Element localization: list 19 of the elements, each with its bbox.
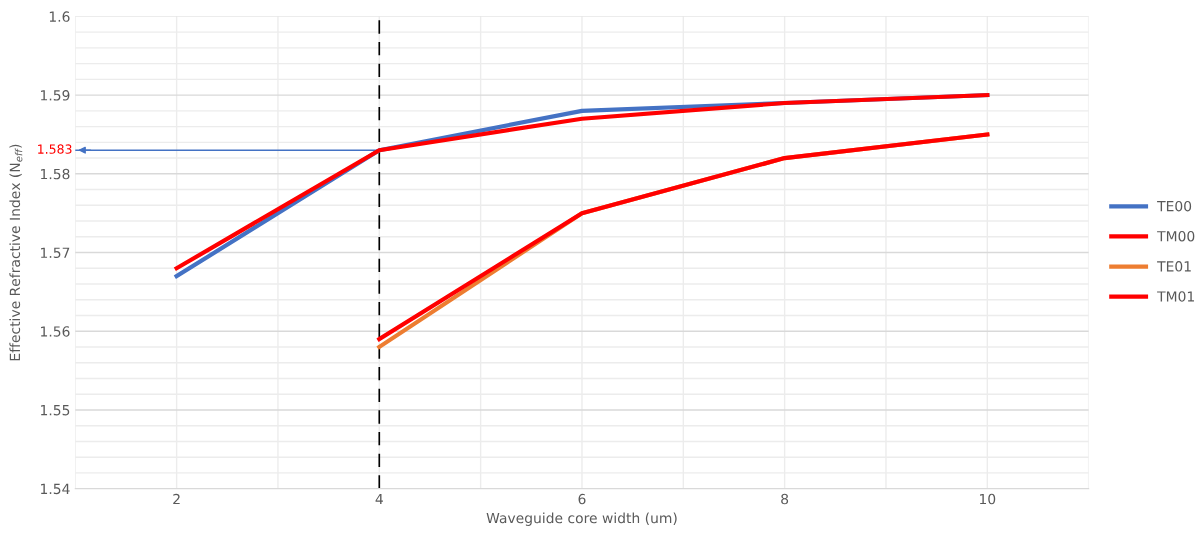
x-tick-label: 8 [781,493,789,505]
legend-label: TM01 [1157,291,1194,302]
legend-label: TE01 [1157,261,1191,272]
y-tick-label: 1.59 [41,90,70,101]
y-tick-label: 1.56 [41,326,70,337]
y-tick-label: 1.54 [41,483,70,495]
x-tick-label: 4 [375,493,383,505]
x-tick-label: 2 [173,493,180,505]
x-axis-title: Waveguide core width (um) [486,512,677,526]
y-tick-label: 1.55 [41,405,70,416]
y-axis-title: Effective Refractive Index (N$_{eff}$) [9,144,23,361]
y-tick-label: 1.58 [41,168,70,180]
y-tick-label: 1.57 [41,247,70,258]
y-tick-label: 1.6 [49,11,70,22]
x-tick-label: 10 [980,493,996,505]
legend-label: TM00 [1157,231,1195,242]
ref-line-label: 1.583 [38,144,72,154]
legend-label: TE00 [1157,200,1192,212]
x-tick-label: 6 [578,493,586,505]
